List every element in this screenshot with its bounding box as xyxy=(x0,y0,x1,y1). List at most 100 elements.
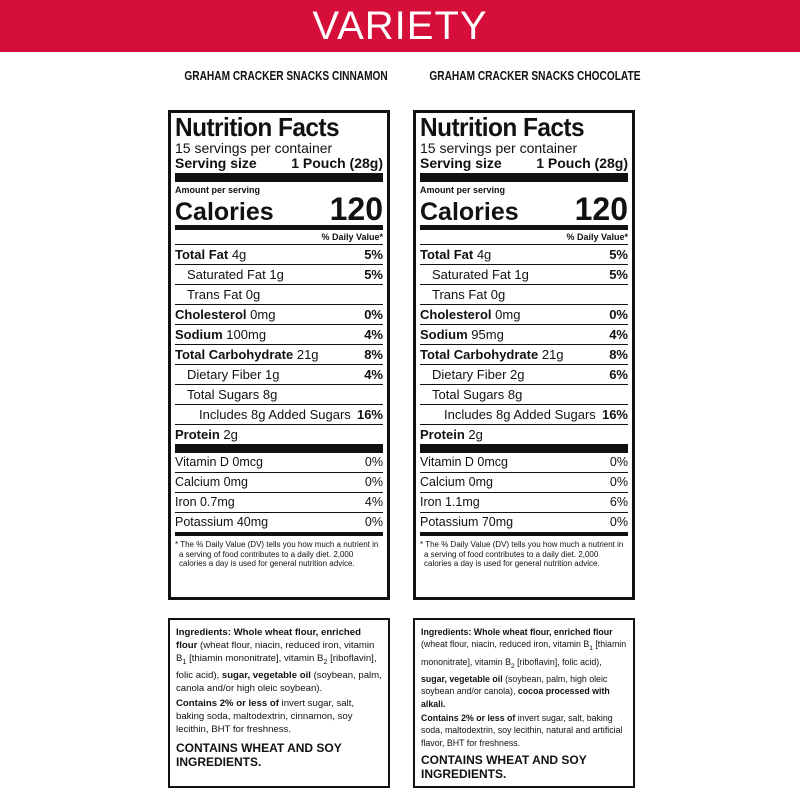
nutrient-dv: 5% xyxy=(609,247,628,262)
nutrient-name: Saturated Fat xyxy=(187,267,266,282)
nutrient: Total Fat 4g xyxy=(175,245,246,264)
serving-size-label: Serving size xyxy=(420,155,502,171)
ingredients-text: CONTAINS WHEAT AND SOY INGREDIENTS. xyxy=(176,740,342,769)
nutrient-name: Saturated Fat xyxy=(432,267,511,282)
dv-header: % Daily Value* xyxy=(321,232,383,242)
nutrient-name: Sodium xyxy=(175,327,223,342)
nutrient-dv: 6% xyxy=(609,367,628,382)
nutrient-row: Includes 8g Added Sugars 16% xyxy=(420,404,628,424)
vitamin-row: Potassium 40mg 0% xyxy=(175,512,383,536)
calories-label: Calories xyxy=(175,198,274,226)
ingredients-text: [thiamin mononitrate], vitamin B xyxy=(186,653,324,665)
nutrient-row: Dietary Fiber 2g 6% xyxy=(420,364,628,384)
nutrient-amount: 0g xyxy=(490,287,506,302)
ingredients-text: (soybean, palm, high oleic soybean and/o… xyxy=(421,673,608,697)
ingredients-text: [riboflavin], folic acid), xyxy=(514,656,602,667)
ingredients-text: (soybean, palm, canola and/or high oleic… xyxy=(176,669,382,694)
nutrient-amount: 0g xyxy=(245,287,261,302)
nutrient-name: Trans Fat xyxy=(187,287,243,302)
dv-header: % Daily Value* xyxy=(566,232,628,242)
nutrient: Total Sugars 8g xyxy=(175,385,277,404)
ingredients: Ingredients: Whole wheat flour, enriched… xyxy=(413,618,635,788)
nutrient-name: Protein xyxy=(420,427,465,442)
nutrient-row: Cholesterol 0mg 0% xyxy=(175,304,383,324)
nutrient-row: Total Carbohydrate 21g 8% xyxy=(175,344,383,364)
nutrient-amount: 8g xyxy=(262,387,278,402)
serving-size: Serving size 1 Pouch (28g) xyxy=(420,155,628,182)
nutrient-dv: 16% xyxy=(601,407,628,422)
nutrient-name: Sodium xyxy=(420,327,468,342)
nutrient-dv: 4% xyxy=(364,327,383,342)
nutrient: Total Sugars 8g xyxy=(420,385,522,404)
nutrient-amount: 1g xyxy=(269,267,284,282)
ingredients-text: [riboflavin], folic acid), xyxy=(176,653,377,681)
nutrient-name: Trans Fat xyxy=(432,287,488,302)
calories-value: 120 xyxy=(329,191,383,227)
vitamin-name: Iron 0.7mg xyxy=(175,495,235,509)
vitamin-dv: 4% xyxy=(364,495,383,509)
nutrient-row: Total Carbohydrate 21g 8% xyxy=(420,344,628,364)
serving-size-label: Serving size xyxy=(175,155,257,171)
ingredients-text: 2 xyxy=(510,662,515,670)
nutrient-row: Trans Fat 0g xyxy=(175,284,383,304)
footnote: * The % Daily Value (DV) tells you how m… xyxy=(420,540,624,568)
nutrient-amount: 21g xyxy=(541,347,564,362)
nutrient: Trans Fat 0g xyxy=(175,285,260,304)
calories-label: Calories xyxy=(420,198,519,226)
ingredients-text: Ingredients: Whole wheat flour, enriched… xyxy=(176,627,361,652)
footnote: * The % Daily Value (DV) tells you how m… xyxy=(175,540,379,568)
vitamin-row: Vitamin D 0mcg 0% xyxy=(175,453,383,472)
nutrient-name: Total Sugars xyxy=(432,387,505,402)
nutrient-amount: 2g xyxy=(510,367,525,382)
nutrient-dv: 4% xyxy=(609,327,628,342)
nutrient-amount: 4g xyxy=(231,247,247,262)
nutrient-dv: 4% xyxy=(364,367,383,382)
nutrient-amount: 0mg xyxy=(495,307,521,322)
nutrient-amount: 2g xyxy=(223,427,238,442)
ingredients-paragraph: CONTAINS WHEAT AND SOY INGREDIENTS. xyxy=(421,753,627,781)
ingredients-paragraph: CONTAINS WHEAT AND SOY INGREDIENTS. xyxy=(176,741,382,769)
nutrient-dv: 0% xyxy=(609,307,628,322)
nutrient-name: Dietary Fiber xyxy=(432,367,507,382)
ingredients-text: cocoa processed with alkali. xyxy=(421,686,610,709)
nutrient: Sodium 100mg xyxy=(175,325,266,344)
vitamin-name: Calcium 0mg xyxy=(420,475,493,489)
calories: Calories 120 xyxy=(175,191,383,230)
ingredients-text: Contains 2% or less of xyxy=(421,712,516,723)
nutrient: Cholesterol 0mg xyxy=(420,305,520,324)
nutrient-name: Total Sugars xyxy=(187,387,260,402)
nutrient: Total Carbohydrate 21g xyxy=(175,345,319,364)
nutrient-row: Total Fat 4g 5% xyxy=(420,244,628,264)
vitamin-row: Iron 0.7mg 4% xyxy=(175,492,383,512)
serving-size: Serving size 1 Pouch (28g) xyxy=(175,155,383,182)
nutrient-row: Total Fat 4g 5% xyxy=(175,244,383,264)
nutrient-amount: 95mg xyxy=(471,327,504,342)
vitamin-name: Calcium 0mg xyxy=(175,475,248,489)
nutrient-name: Cholesterol xyxy=(420,307,492,322)
vitamin-dv: 6% xyxy=(609,495,628,509)
nutrient: Saturated Fat 1g xyxy=(175,265,284,284)
ingredients-paragraph: Contains 2% or less of invert sugar, sal… xyxy=(176,697,382,737)
amount-per-serving: Amount per serving xyxy=(420,185,506,195)
nutrient-name: Total Fat xyxy=(175,247,229,262)
nutrient-row: Dietary Fiber 1g 4% xyxy=(175,364,383,384)
ingredients-text: 2 xyxy=(323,657,328,667)
nutrient-amount: 2g xyxy=(468,427,483,442)
nutrient-row: Protein 2g xyxy=(420,424,628,453)
nutrient-row: Trans Fat 0g xyxy=(420,284,628,304)
ingredients-text: invert sugar, salt, baking soda, maltode… xyxy=(421,712,623,748)
nutrient-dv: 0% xyxy=(364,307,383,322)
nutrient-dv: 5% xyxy=(364,247,383,262)
vitamin-row: Iron 1.1mg 6% xyxy=(420,492,628,512)
nutrient-name: Dietary Fiber xyxy=(187,367,262,382)
nutrient-amount: 21g xyxy=(296,347,319,362)
servings: 15 servings per container xyxy=(175,140,333,156)
calories-value: 120 xyxy=(574,191,628,227)
vitamin-row: Potassium 70mg 0% xyxy=(420,512,628,536)
ingredients-text: [thiamin mononitrate], vitamin B xyxy=(421,639,627,667)
nutrient-dv: 8% xyxy=(364,347,383,362)
vitamin-dv: 0% xyxy=(364,515,383,529)
nutrient-row: Saturated Fat 1g 5% xyxy=(420,264,628,284)
ingredients-paragraph: Contains 2% or less of invert sugar, sal… xyxy=(421,712,627,749)
calories: Calories 120 xyxy=(420,191,628,230)
